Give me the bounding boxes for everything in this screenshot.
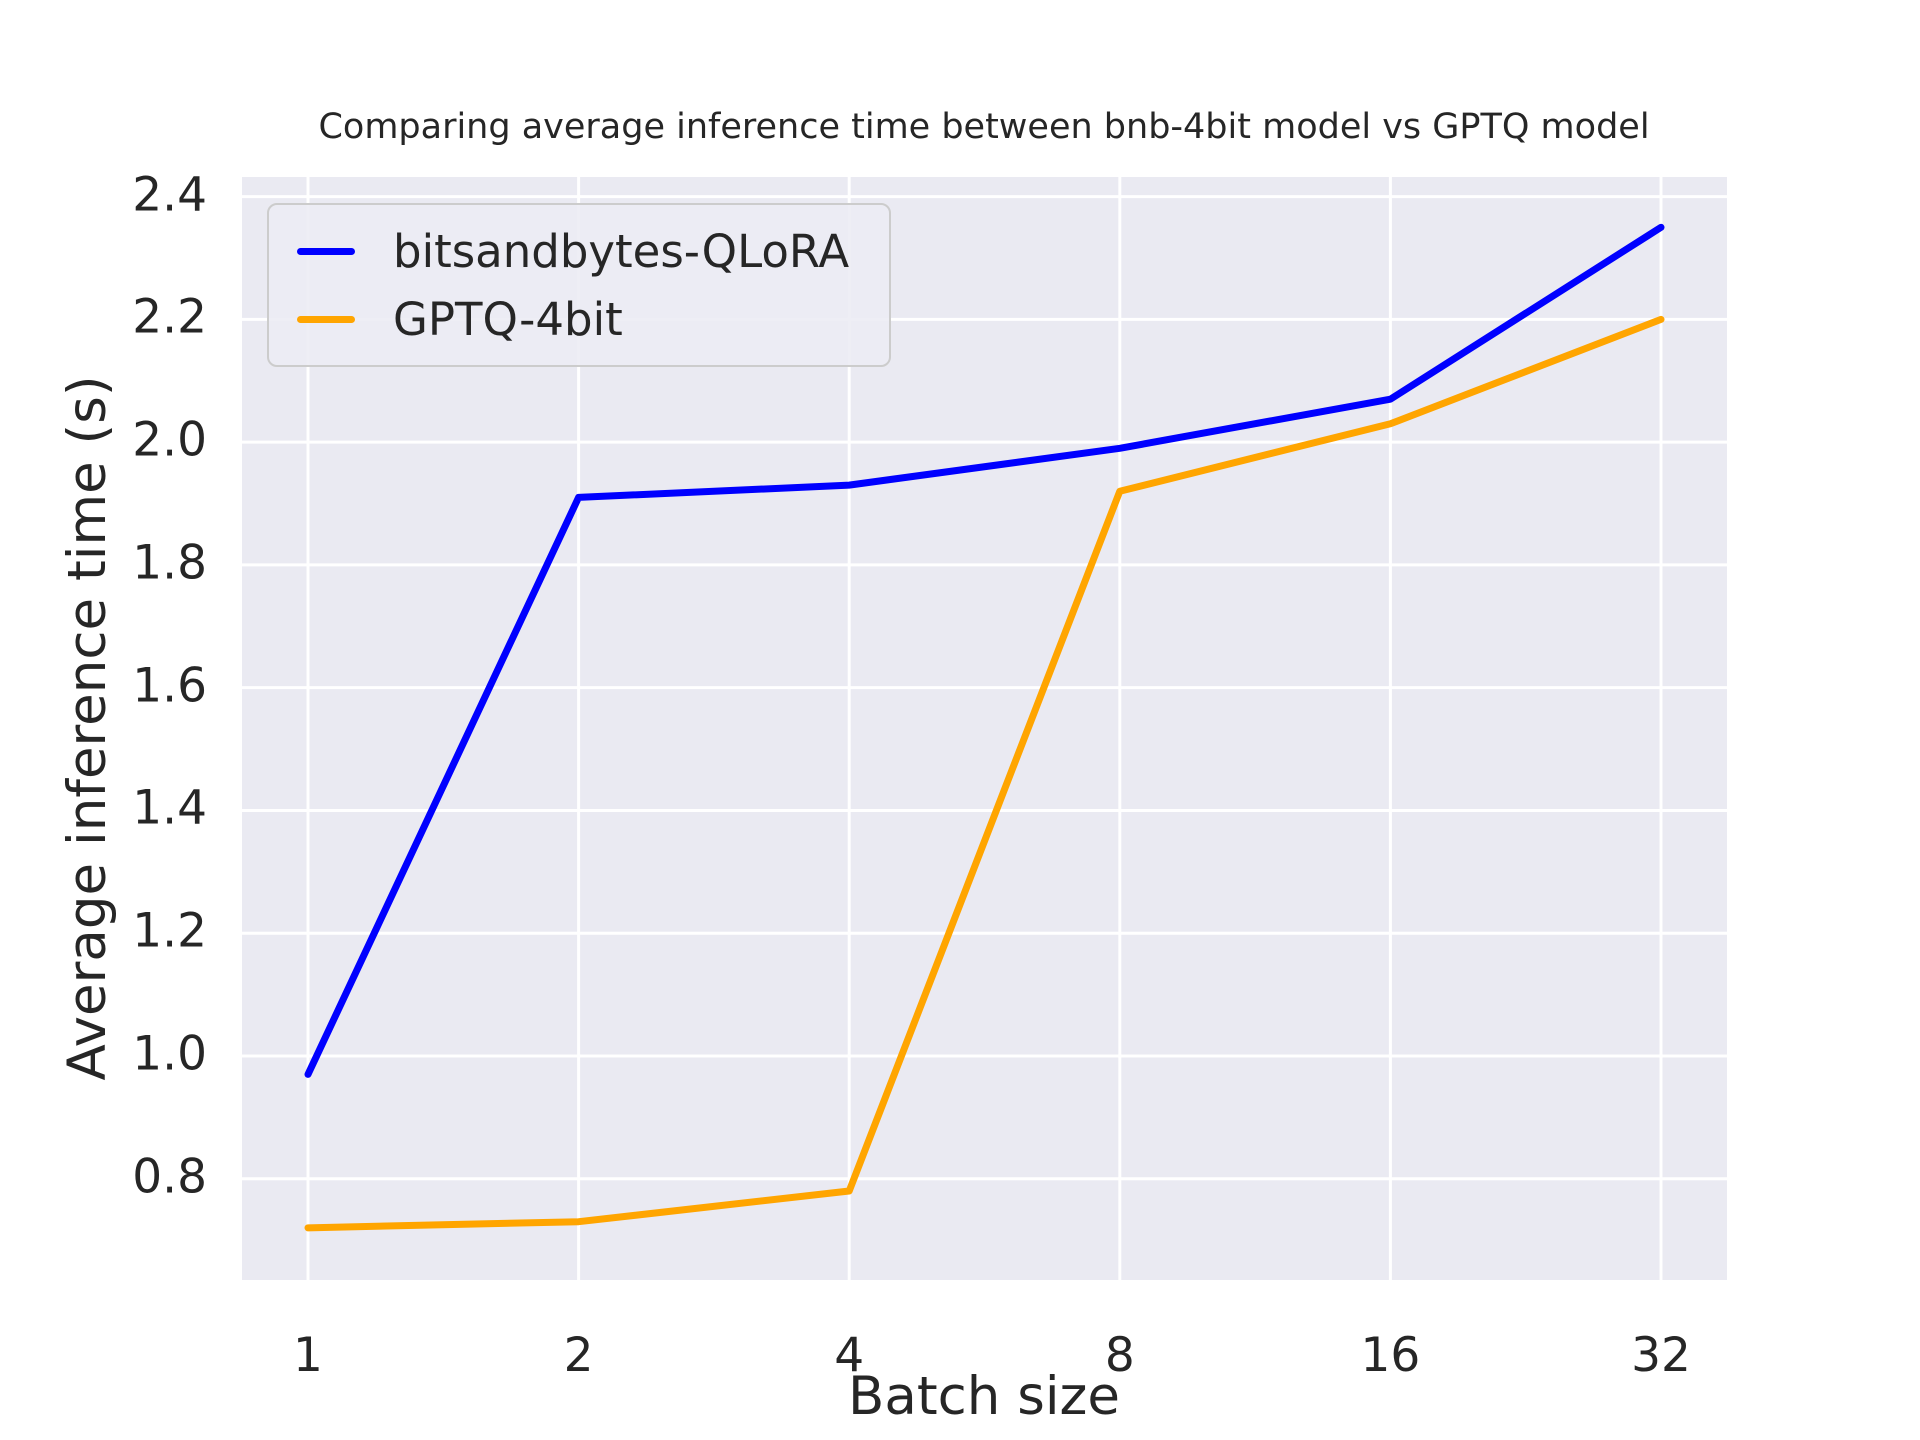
y-tick-label: 0.8 [132,1149,207,1205]
y-tick-label: 1.8 [132,535,207,591]
x-tick-label: 8 [1104,1328,1135,1383]
x-tick-label: 32 [1631,1328,1691,1383]
legend-entry-gptq: GPTQ-4bit [297,287,849,351]
y-tick-label: 1.2 [132,903,207,959]
legend-entry-bitsandbytes: bitsandbytes-QLoRA [297,219,849,283]
y-tick-label: 1.0 [132,1026,207,1082]
x-tick-label: 4 [834,1328,865,1383]
series-line-GPTQ-4bit [304,315,1665,1232]
series-line-bitsandbytes-QLoRA [304,223,1665,1078]
y-tick-label: 1.6 [132,658,207,714]
x-tick-label: 16 [1360,1328,1421,1383]
y-tick-label: 2.4 [132,167,207,223]
legend-label: bitsandbytes-QLoRA [393,224,850,278]
y-tick-label: 1.4 [132,781,207,837]
legend-label: GPTQ-4bit [393,292,623,346]
x-tick-label: 1 [293,1328,323,1383]
y-tick-label: 2.0 [132,412,207,468]
y-tick-label: 2.2 [132,290,207,346]
plot-area: bitsandbytes-QLoRA GPTQ-4bit [242,177,1727,1280]
legend-line-swatch-blue [297,247,355,255]
y-axis-label: Average inference time (s) [56,375,118,1081]
chart-title: Comparing average inference time between… [318,107,1650,147]
x-tick-label: 2 [563,1328,594,1383]
x-axis-label: Batch size [848,1366,1120,1427]
legend: bitsandbytes-QLoRA GPTQ-4bit [267,203,892,367]
legend-line-swatch-orange [297,315,355,323]
